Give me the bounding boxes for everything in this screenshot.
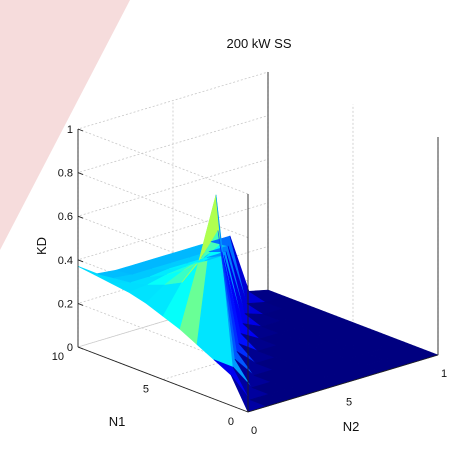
kd-tick-label: 0 [67, 342, 73, 354]
x-axis-label: N1 [109, 414, 126, 429]
n1-tick-label: 0 [228, 416, 234, 428]
kd-tick-mark [78, 347, 83, 349]
n2-tick-label: 5 [346, 397, 352, 409]
kd-tick-label: 0.6 [58, 211, 73, 223]
kd-tick-label: 0.8 [58, 168, 73, 180]
kd-tick-label: 0.4 [58, 255, 73, 267]
chart-title: 200 kW SS [226, 36, 291, 51]
kd-tick-label: 0.2 [58, 298, 73, 310]
kd-tick-label: 1 [67, 124, 73, 136]
n1-tick-label: 10 [52, 351, 64, 363]
n2-tick-label: 1 [441, 368, 447, 380]
z-axis-label: KD [34, 237, 49, 255]
n2-tick-label: 0 [251, 425, 257, 437]
n1-tick-label: 5 [143, 384, 149, 396]
y-axis-label: N2 [343, 419, 360, 434]
